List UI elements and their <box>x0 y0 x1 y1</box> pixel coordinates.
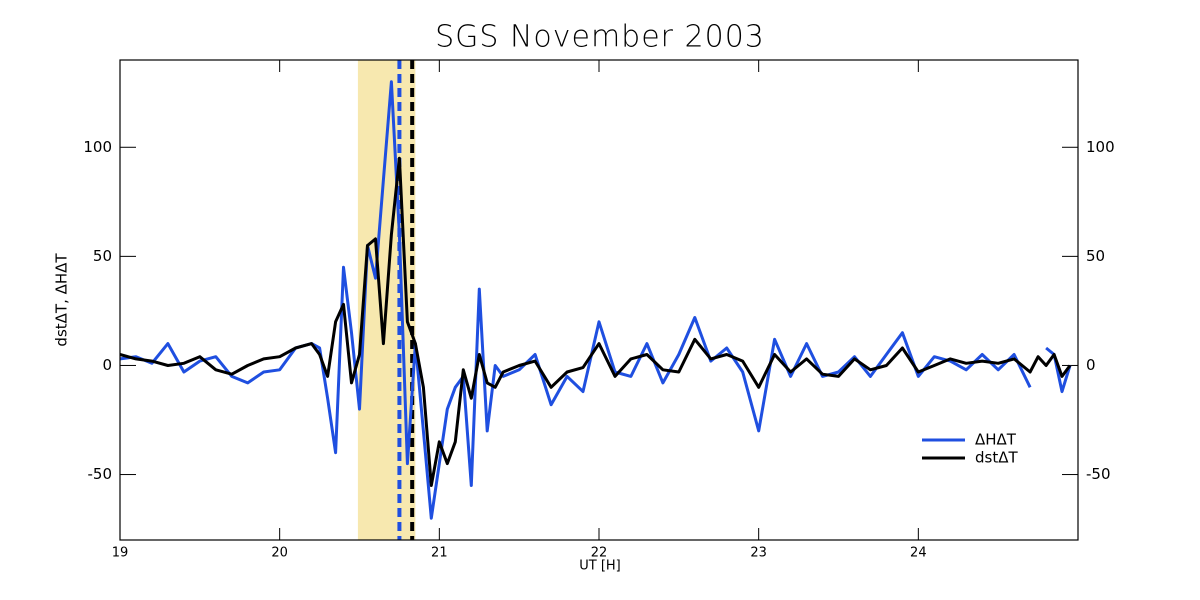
x-tick-label: 23 <box>750 546 767 561</box>
chart-title: SGS November 2003 <box>435 20 765 55</box>
x-tick-label: 22 <box>591 546 608 561</box>
y-tick-label: 50 <box>93 247 112 265</box>
x-tick-label: 19 <box>112 546 129 561</box>
series-line <box>119 80 1072 520</box>
plot-frame <box>119 59 1079 541</box>
x-tick-label: 21 <box>431 546 448 561</box>
x-tick-label: 24 <box>910 546 927 561</box>
y-tick-label: 100 <box>1086 138 1115 156</box>
y-tick-label: -50 <box>88 465 113 483</box>
legend-label: ΔHΔT <box>975 431 1017 449</box>
series-line <box>119 156 1072 487</box>
x-axis-label: UT [H] <box>579 559 621 574</box>
y-tick-label: 50 <box>1086 247 1105 265</box>
x-tick-label: 20 <box>271 546 288 561</box>
y-tick-label: -50 <box>1086 465 1111 483</box>
y-axis-label: dstΔT, ΔHΔT <box>53 253 71 347</box>
legend-label: dstΔT <box>975 449 1018 467</box>
y-tick-label: 0 <box>1086 356 1096 374</box>
y-tick-label: 0 <box>102 356 112 374</box>
y-tick-label: 100 <box>83 138 112 156</box>
